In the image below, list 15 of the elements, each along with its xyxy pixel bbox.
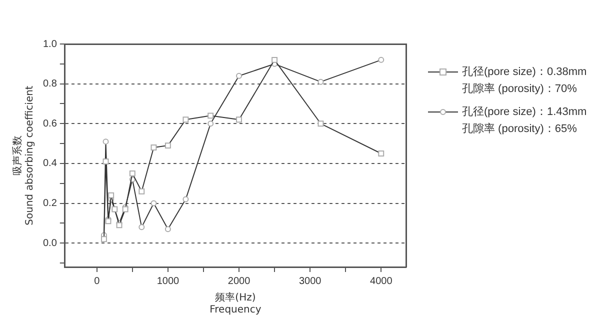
y-tick-label: 0.2 (42, 198, 58, 210)
x-tick-label: 1000 (156, 276, 180, 287)
x-tick-label: 2000 (228, 276, 251, 287)
y-tick-label: 0.8 (42, 78, 58, 90)
x-axis-title: 频率(Hz) Frequency (210, 292, 262, 316)
y-axis-title: 吸声系数 Sound absorbing coefficient (12, 86, 36, 226)
x-tick-label: 0 (94, 276, 100, 287)
y-tick-label: 0.0 (42, 238, 58, 249)
legend-label: 孔径(pore size)：0.38mm 孔隙率 (porosity)：70% (462, 65, 587, 97)
y-tick-label: 0.4 (42, 158, 58, 170)
y-tick-label: 0.6 (42, 118, 58, 130)
x-tick-label: 3000 (298, 276, 322, 287)
legend-label: 孔径(pore size)：1.43mm 孔隙率 (porosity)：65% (462, 105, 587, 137)
y-tick-label: 1.0 (42, 38, 58, 50)
x-tick-label: 4000 (370, 276, 393, 287)
